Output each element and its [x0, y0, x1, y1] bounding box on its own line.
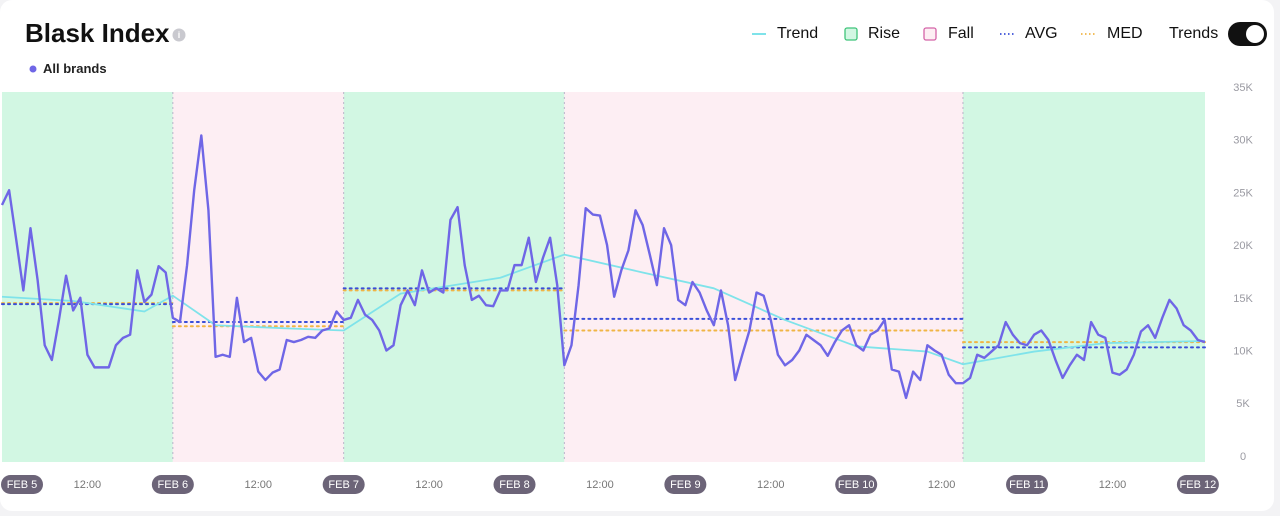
x-tick-pill	[1176, 475, 1219, 494]
x-tick-label: 12:00	[244, 479, 272, 491]
x-tick-label: FEB 9	[670, 479, 701, 491]
x-tick-label: 12:00	[1099, 479, 1127, 491]
y-tick-label: 30K	[1233, 135, 1253, 147]
series-legend-dot	[29, 65, 37, 73]
series-line	[0, 134, 1206, 400]
y-tick-label: 0	[1240, 451, 1246, 463]
rise-band	[343, 92, 565, 462]
rise-band	[962, 92, 1205, 462]
legend-band-icon	[844, 27, 858, 41]
x-tick-label: 12:00	[757, 479, 785, 491]
x-tick-label: FEB 12	[1180, 479, 1217, 491]
legend-label: MED	[1107, 25, 1143, 42]
x-tick-label: 12:00	[586, 479, 614, 491]
fall-band	[172, 92, 344, 462]
x-tick-label: FEB 5	[7, 479, 38, 491]
x-tick-label: 12:00	[415, 479, 443, 491]
legend-label: Rise	[868, 25, 900, 42]
x-tick-pill	[151, 475, 194, 494]
y-tick-label: 5K	[1236, 398, 1250, 410]
x-tick-pill	[835, 475, 878, 494]
toggle-knob	[1246, 25, 1264, 43]
x-tick-pill	[322, 475, 365, 494]
fall-band	[564, 92, 963, 462]
x-tick-pill	[1006, 475, 1049, 494]
series-legend-label: All brands	[43, 61, 107, 76]
x-tick-pill	[1, 475, 43, 494]
y-tick-label: 20K	[1233, 240, 1253, 252]
y-tick-label: 15K	[1233, 293, 1253, 305]
info-icon[interactable]	[172, 28, 186, 42]
rise-band	[2, 92, 173, 462]
legend-label: Trend	[777, 25, 818, 42]
legend-label: Fall	[948, 25, 974, 42]
x-tick-label: FEB 10	[838, 479, 875, 491]
x-tick-pill	[493, 475, 536, 494]
toggle-label: Trends	[1169, 25, 1218, 42]
x-tick-label: FEB 7	[328, 479, 359, 491]
legend-label: AVG	[1025, 25, 1058, 42]
trend-line	[1, 253, 1206, 366]
x-tick-label: 12:00	[74, 479, 102, 491]
legend-band-icon	[923, 27, 937, 41]
x-tick-label: 12:00	[928, 479, 956, 491]
y-tick-label: 35K	[1233, 82, 1253, 94]
x-tick-label: FEB 6	[158, 479, 189, 491]
y-tick-label: 10K	[1233, 345, 1253, 357]
y-tick-label: 25K	[1233, 187, 1253, 199]
x-tick-label: FEB 8	[499, 479, 530, 491]
x-tick-pill	[664, 475, 707, 494]
x-tick-label: FEB 11	[1009, 479, 1045, 491]
info-icon-glyph: i	[178, 30, 181, 40]
chart-title: Blask Index	[25, 18, 170, 48]
